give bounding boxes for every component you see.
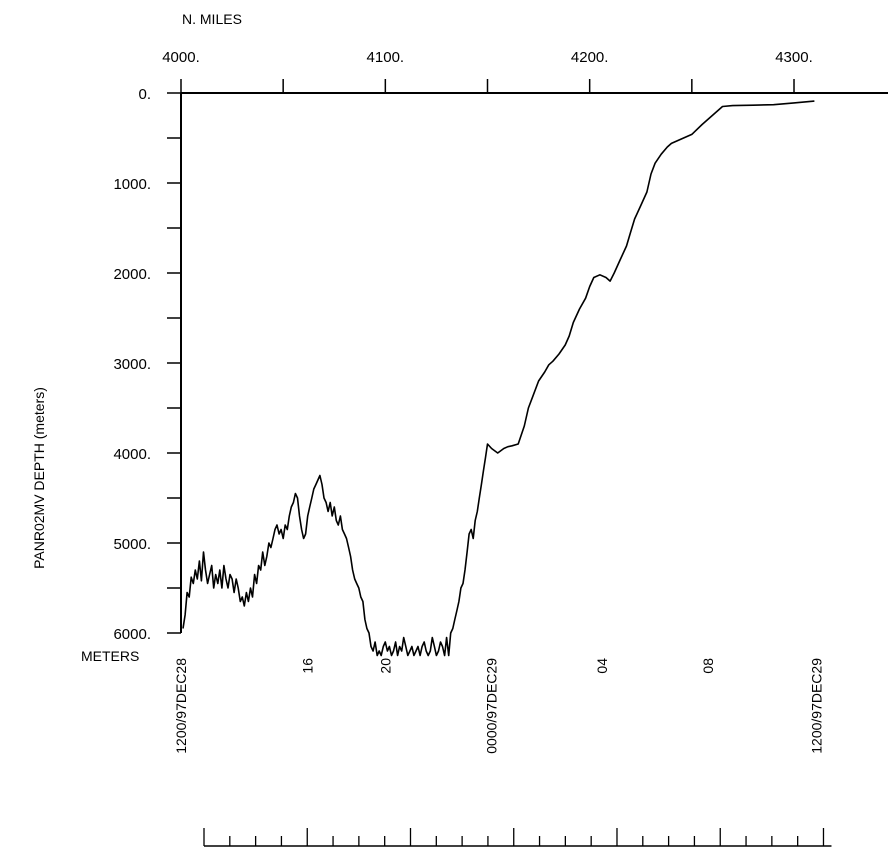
left-axis-tick-label: 5000. — [113, 536, 151, 553]
time-axis-label: 04 — [594, 658, 610, 674]
depth-series-line — [182, 100, 815, 657]
time-axis-label: 1200/97DEC28 — [173, 658, 189, 754]
left-axis-tick-label: 4000. — [113, 446, 151, 463]
y-axis-title: PANR02MV DEPTH (meters) — [31, 387, 47, 569]
x-axis-title: N. MILES — [182, 11, 242, 27]
bottom-time-axis — [203, 828, 832, 847]
series-group — [182, 100, 815, 657]
y-axis-unit-label: METERS — [81, 648, 139, 664]
left-axis-tick-label: 2000. — [113, 266, 151, 283]
time-axis-label: 1200/97DEC29 — [809, 658, 825, 754]
left-axis-tick-label: 3000. — [113, 356, 151, 373]
time-axis-label: 20 — [377, 658, 393, 674]
left-axis: 0. 1000. 2000. 3000. 4000. 5000. 6000. — [113, 86, 182, 643]
top-axis: 4000. 4100. 4200. 4300. — [162, 49, 888, 94]
time-axis-label: 08 — [700, 658, 716, 674]
x-axis-title-group: N. MILES — [182, 11, 242, 27]
left-axis-tick-label: 6000. — [113, 626, 151, 643]
top-axis-tick-label: 4000. — [162, 49, 200, 66]
time-axis-label: 16 — [300, 658, 316, 674]
time-labels: 1200/97DEC28 16 20 0000/97DEC29 04 08 1200/97D… — [173, 658, 825, 754]
top-axis-tick-label: 4300. — [775, 49, 813, 66]
y-axis-title-group: PANR02MV DEPTH (meters) METERS — [31, 387, 139, 664]
left-axis-tick-label: 1000. — [113, 176, 151, 193]
top-axis-tick-label: 4200. — [571, 49, 609, 66]
top-axis-tick-label: 4100. — [367, 49, 405, 66]
left-axis-tick-label: 0. — [138, 86, 151, 103]
time-axis-label: 0000/97DEC29 — [484, 658, 500, 754]
